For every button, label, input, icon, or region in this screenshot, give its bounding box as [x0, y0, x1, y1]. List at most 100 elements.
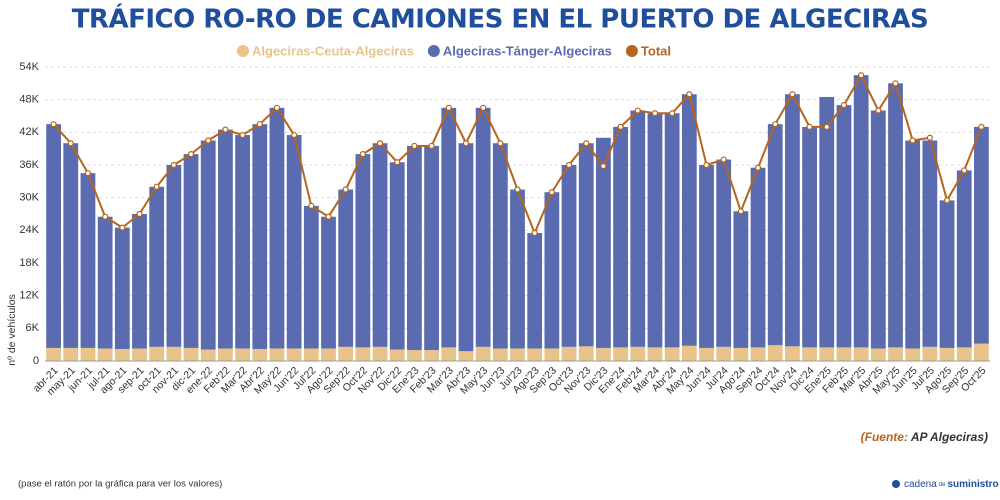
total-point — [583, 140, 590, 147]
bar-segment — [321, 348, 336, 361]
total-point — [651, 110, 659, 117]
total-point — [376, 140, 384, 147]
bar-segment — [424, 350, 439, 361]
total-point — [342, 186, 349, 193]
bar-segment — [527, 348, 543, 361]
y-tick-label: 54K — [19, 61, 39, 73]
y-tick-label: 48K — [19, 94, 39, 106]
legend-swatch — [427, 45, 440, 57]
bar-segment — [647, 113, 663, 348]
bar-segment — [407, 350, 422, 361]
bar-segment — [372, 143, 388, 347]
bar-segment — [596, 347, 611, 361]
y-axis-label: nº de vehículos — [6, 294, 18, 366]
bar-segment — [802, 126, 817, 348]
total-point — [875, 107, 882, 114]
bar-segment — [389, 349, 405, 361]
total-point — [187, 151, 195, 158]
bar-segment — [286, 348, 302, 361]
bar-segment — [733, 347, 749, 361]
bar-segment — [870, 348, 886, 361]
y-tick-label: 0 — [33, 355, 39, 367]
total-point — [84, 170, 92, 177]
bar-segment — [939, 200, 955, 348]
total-point — [926, 134, 933, 141]
bar-segment — [956, 170, 972, 348]
y-tick-label: 30K — [19, 192, 39, 204]
source-label: Fuente: — [865, 430, 908, 444]
source-name: AP Algeciras) — [908, 430, 988, 444]
bar-segment — [218, 348, 233, 361]
total-point — [634, 107, 641, 114]
bar-segment — [939, 347, 955, 361]
total-point — [858, 72, 865, 79]
total-point — [67, 140, 74, 147]
bar-segment — [235, 348, 250, 361]
y-tick-label: 18K — [19, 257, 39, 269]
bar-segment — [46, 124, 61, 348]
bar-segment — [905, 348, 921, 361]
total-point — [789, 91, 796, 98]
bar-segment — [767, 345, 783, 361]
legend-label: Total — [641, 43, 671, 58]
bar-segment — [750, 167, 766, 348]
total-point — [909, 137, 916, 144]
total-point — [686, 91, 693, 98]
source: (Fuente: AP Algeciras) — [861, 430, 988, 444]
brand-3: suministro — [948, 479, 999, 490]
total-point — [600, 162, 607, 170]
bar-segment — [372, 346, 388, 361]
bar-segment — [252, 349, 268, 361]
bar-segment — [114, 349, 130, 361]
total-point — [754, 164, 762, 171]
bar-segment — [785, 346, 800, 361]
bar-segment — [716, 346, 732, 361]
bar-segment — [492, 348, 508, 361]
total-point — [892, 80, 899, 87]
bar-segment — [46, 347, 61, 361]
total-point — [50, 121, 57, 128]
total-point — [325, 213, 332, 220]
y-tick-label: 42K — [19, 126, 39, 138]
bar-segment — [355, 347, 371, 361]
total-point — [462, 140, 470, 147]
bar-segment — [716, 159, 732, 347]
bar-segment — [664, 113, 680, 348]
bar-segment — [389, 162, 405, 350]
bar-segment — [905, 140, 921, 349]
total-point — [823, 123, 830, 130]
bar-segment — [647, 347, 663, 361]
y-tick-label: 12K — [19, 290, 39, 302]
bar-segment — [561, 165, 577, 347]
bar-segment — [475, 346, 491, 361]
brand: cadena de suministro — [904, 479, 999, 490]
bar-segment — [269, 107, 285, 349]
logo-icon — [892, 480, 900, 488]
bar-segment — [132, 348, 147, 361]
bar-segment — [681, 94, 697, 346]
bar-segment — [888, 83, 903, 348]
total-point — [480, 104, 487, 111]
bar-segment — [132, 214, 147, 349]
bar-segment — [458, 351, 474, 361]
bar-segment — [630, 346, 646, 361]
bar-segment — [974, 343, 989, 361]
bar-segment — [853, 75, 869, 348]
bar-segment — [63, 143, 79, 348]
total-point — [669, 110, 676, 117]
bar-segment — [853, 347, 869, 361]
bar-segment — [303, 205, 319, 349]
bar-segment — [699, 165, 714, 348]
total-point — [308, 202, 315, 209]
bar-segment — [200, 349, 216, 361]
total-point — [978, 123, 985, 130]
bar-segment — [149, 186, 165, 347]
total-point — [359, 151, 366, 158]
bar-segment — [286, 135, 302, 349]
bar-segment — [596, 137, 611, 348]
bar-segment — [681, 345, 697, 361]
bar-segment — [578, 143, 594, 347]
total-point — [153, 183, 160, 190]
bar-segment — [424, 145, 439, 351]
brand-1: cadena — [904, 479, 937, 490]
